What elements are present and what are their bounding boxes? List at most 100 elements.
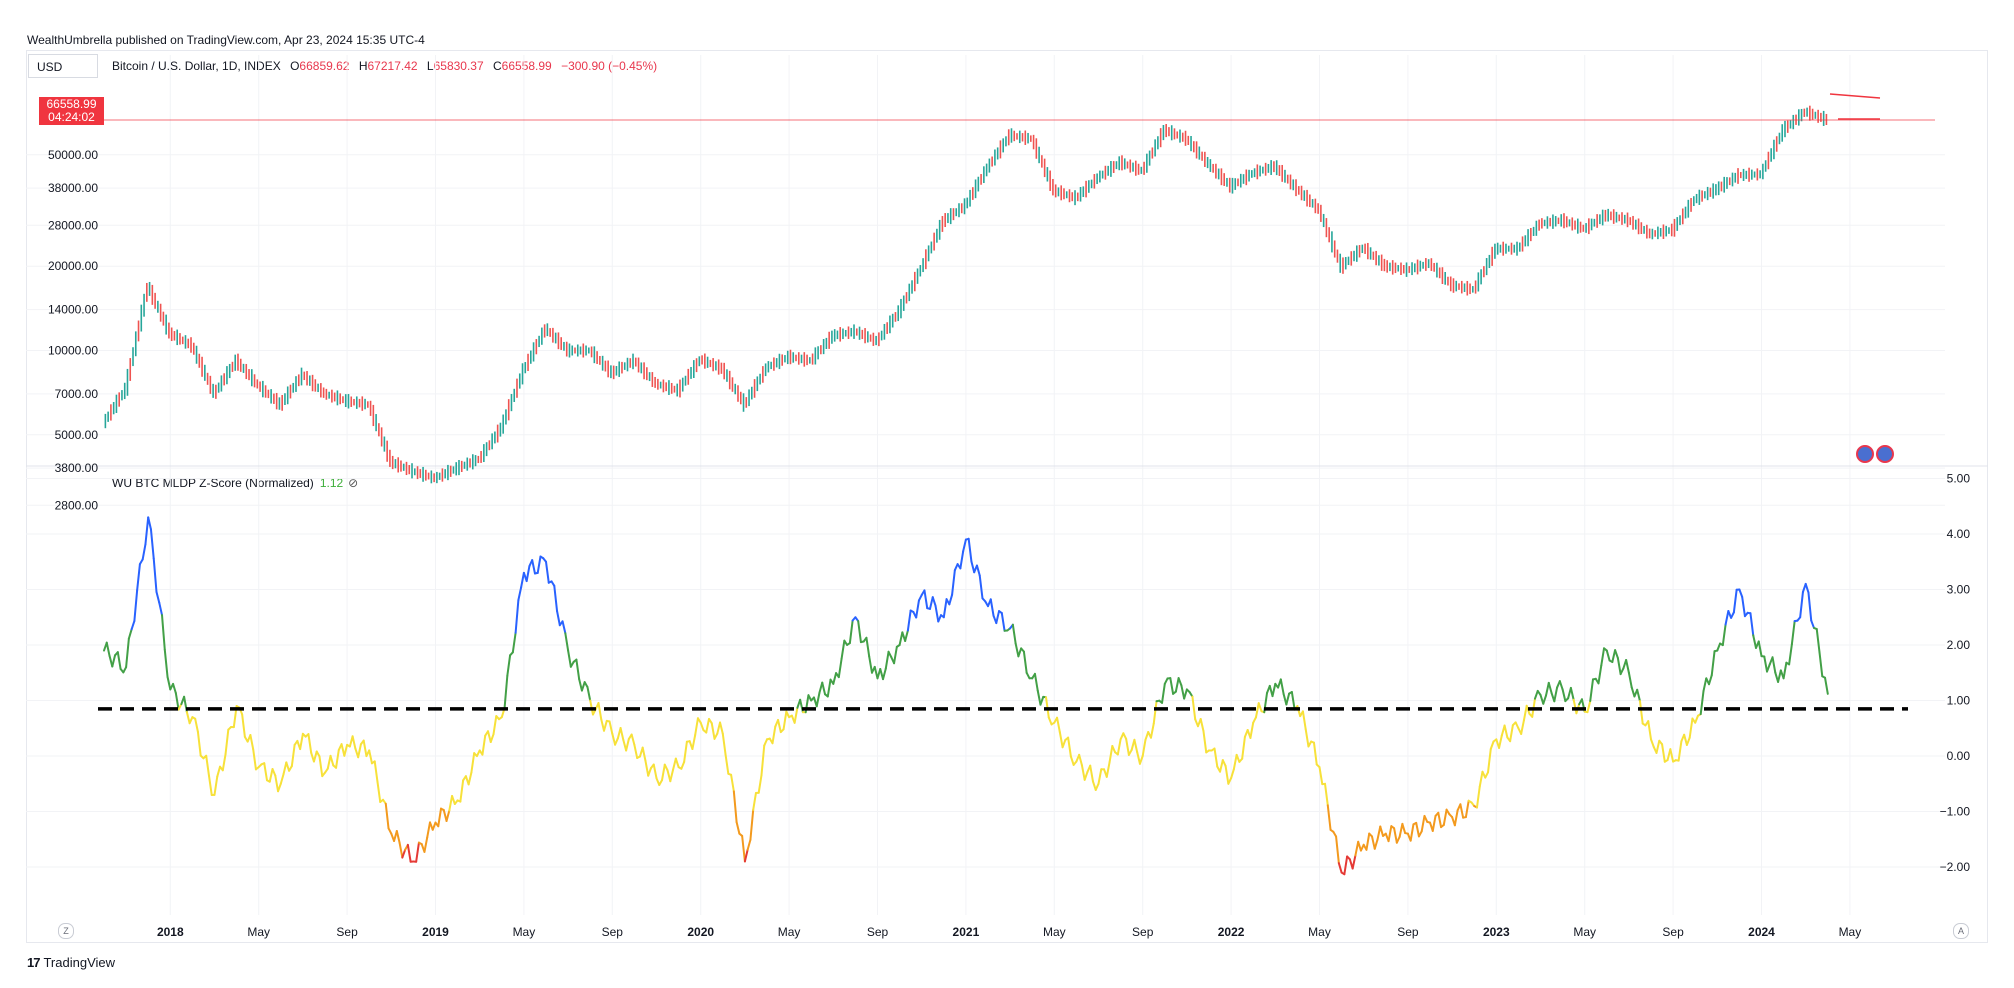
zscore-segment [942, 598, 948, 619]
zscore-segment [362, 739, 368, 758]
zscore-segment [1818, 651, 1824, 678]
zscore-segment [196, 730, 202, 757]
zscore-segment [1078, 753, 1083, 767]
zscore-segment [741, 834, 746, 863]
zscore-segment [1094, 782, 1100, 791]
zscore-segment [133, 589, 139, 622]
zscore-segment [1271, 682, 1277, 698]
eye-off-icon[interactable]: ⊘ [348, 476, 359, 490]
zscore-segment [710, 722, 716, 740]
zscore-segment [746, 838, 752, 851]
flag-icon-us-2[interactable] [1876, 445, 1894, 463]
zscore-segment [975, 564, 981, 577]
zscore-segment [1387, 825, 1393, 843]
zscore-segment [1749, 612, 1755, 637]
zscore-segment [1777, 669, 1782, 683]
zscore-segment [1376, 825, 1382, 841]
zscore-segment [978, 574, 984, 600]
zscore-segment [271, 767, 277, 777]
zscore-segment [893, 645, 898, 665]
zscore-segment [699, 721, 705, 732]
symbol-title[interactable]: Bitcoin / U.S. Dollar, 1D, INDEX [112, 59, 281, 73]
zscore-segment [647, 767, 652, 777]
zscore-segment [1420, 814, 1426, 833]
zscore-segment [1136, 751, 1141, 765]
zscore-segment [1324, 782, 1329, 807]
zscore-segment [680, 760, 686, 770]
zscore-segment [277, 782, 282, 793]
zscore-segment [1174, 677, 1180, 693]
zscore-segment [915, 599, 920, 619]
tradingview-logo-icon: 17 [27, 955, 41, 970]
zscore-segment [1169, 677, 1175, 695]
zscore-segment [1365, 832, 1371, 851]
zscore-segment [995, 610, 1001, 625]
price-axis: 50000.00 38000.00 28000.00 20000.00 14000.00… [48, 148, 98, 513]
zscore-segment [928, 596, 934, 610]
zscore-segment [1547, 681, 1553, 694]
zscore-segment [865, 636, 871, 658]
zscore-segment [1771, 656, 1777, 674]
zscore-segment [216, 765, 222, 778]
currency-selector[interactable]: USD [28, 54, 98, 78]
zscore-segment [1586, 700, 1592, 714]
zscore-segment [241, 713, 246, 738]
indicator-title[interactable]: WU BTC MLDP Z-Score (Normalized) [112, 476, 314, 490]
zscore-segment [1227, 777, 1233, 785]
zscore-segment [1815, 628, 1821, 654]
zscore-segment [948, 593, 954, 606]
zscore-segment [1752, 634, 1757, 649]
zscore-segment [1702, 677, 1708, 693]
zscore-segment [147, 516, 152, 531]
zscore-segment [1116, 738, 1122, 756]
zscore-segment [1741, 595, 1746, 618]
zscore-segment [564, 632, 570, 652]
zscore-segment [1627, 671, 1633, 689]
zscore-segment [917, 594, 923, 602]
zscore-segment [1763, 655, 1769, 673]
zscore-segment [149, 528, 155, 560]
auto-scale-button[interactable]: A [1953, 923, 1969, 939]
zscore-segment [887, 650, 893, 659]
zscore-segment [1790, 620, 1796, 646]
zscore-segment [603, 719, 608, 732]
zscore-segment [279, 773, 285, 785]
chart-frame [26, 50, 1988, 943]
open-value: 66859.62 [299, 59, 350, 73]
zscore-segment [1453, 809, 1459, 827]
z-tick-label: 4.00 [1947, 527, 1971, 541]
zscore-segment [116, 651, 122, 670]
change-value: −300.90 (−0.45%) [561, 59, 658, 73]
zscore-segment [1475, 785, 1481, 809]
zscore-segment [848, 619, 854, 645]
zscore-segment [763, 738, 768, 747]
zscore-segment [1370, 835, 1376, 850]
zscore-segment [545, 560, 550, 584]
zscore-segment [669, 768, 675, 783]
zscore-segment [1395, 835, 1401, 844]
zscore-segment [1011, 623, 1017, 645]
zscore-segment [1379, 825, 1385, 837]
zscore-segment [1431, 814, 1437, 832]
zscore-segment [1122, 732, 1128, 740]
tradingview-brand[interactable]: 17 TradingView [27, 955, 115, 970]
zscore-segment [188, 716, 194, 725]
zscore-segment [1804, 582, 1810, 594]
zscore-segment [906, 609, 912, 632]
zscore-segment [263, 762, 268, 782]
zscore-segment [1487, 747, 1492, 774]
time-tick-label: 2019 [422, 925, 449, 939]
high-value: 67217.42 [367, 59, 418, 73]
zscore-segment [1161, 682, 1166, 704]
zscore-segment [1716, 642, 1722, 652]
zscore-segment [1221, 759, 1227, 767]
zscore-segment [821, 681, 827, 696]
zscore-segment [520, 571, 525, 589]
low-key: L [426, 59, 434, 73]
zscore-segment [205, 754, 210, 777]
price-series [104, 105, 1828, 484]
zscore-segment [1688, 717, 1694, 739]
flag-icon-us[interactable] [1856, 445, 1874, 463]
zoom-button[interactable]: Z [58, 923, 74, 939]
